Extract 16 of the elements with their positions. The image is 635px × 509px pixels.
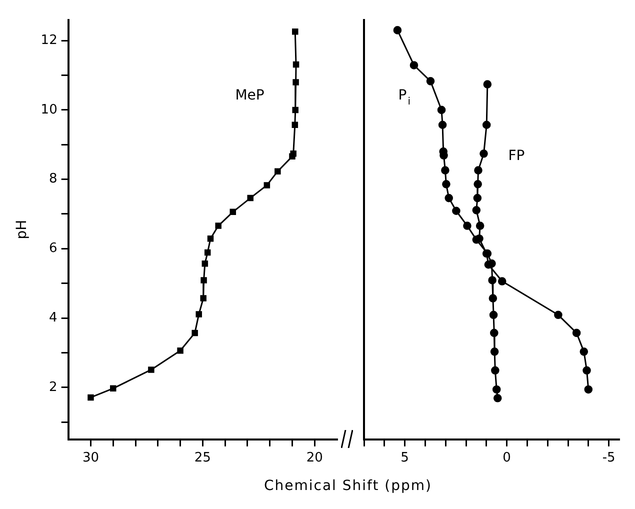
text: MeP [235,88,264,104]
y-tick-label: 2 [49,380,58,395]
x-tick-label: 20 [306,450,323,466]
y-axis-title: pH [14,220,30,240]
x-tick-label: -5 [602,450,616,466]
y-tick-label: 6 [49,241,58,256]
x-tick-label: 5 [400,450,409,466]
y-tick-label: 10 [40,102,58,118]
y-tick-label: 12 [40,32,58,48]
x-tick-label: 25 [194,450,211,466]
x-tick-label: 30 [82,450,100,466]
y-tick-label: 4 [49,310,58,326]
x-axis-title: Chemical Shift (ppm) [262,478,433,494]
x-tick-label: 0 [502,450,511,466]
series-label: FP [508,148,525,164]
y-tick-label: 8 [49,172,58,187]
